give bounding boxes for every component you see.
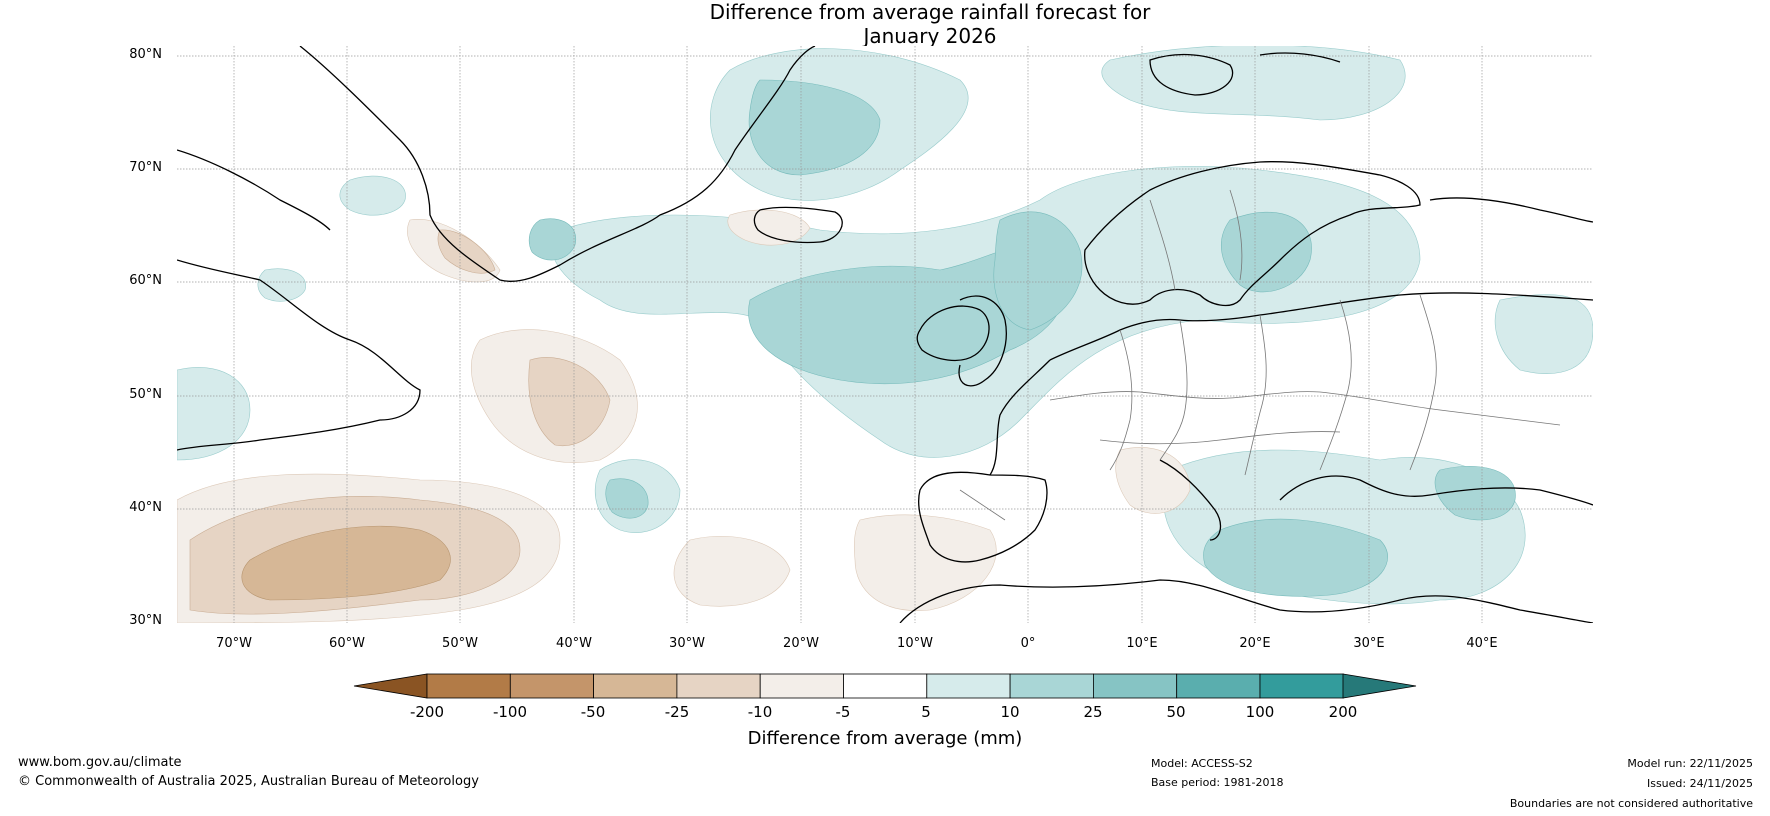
colorbar-box (593, 673, 678, 699)
colorbar-tick: -5 (835, 703, 851, 721)
colorbar-label: Difference from average (mm) (747, 728, 1023, 749)
colorbar-box (759, 673, 844, 699)
colorbar-box (509, 673, 594, 699)
colorbar-boxes (426, 673, 1344, 699)
colorbar-box (1259, 673, 1344, 699)
title-line-1: Difference from average rainfall forecas… (709, 0, 1151, 24)
lon-label-40e: 40°E (1466, 636, 1498, 651)
lon-label-30w: 30°W (669, 636, 705, 651)
colorbar-box (1009, 673, 1094, 699)
wet-anomaly-medium (528, 79, 1516, 597)
colorbar-box (926, 673, 1011, 699)
footer-base-period: Base period: 1981-2018 (1151, 776, 1284, 789)
lat-label-40n: 40°N (129, 500, 162, 515)
lon-label-0: 0° (1020, 636, 1036, 651)
lon-label-50w: 50°W (442, 636, 478, 651)
lat-label-30n: 30°N (129, 613, 162, 628)
colorbar-tick: 25 (1083, 703, 1103, 721)
colorbar-left-extension (353, 673, 428, 699)
colorbar-box (1176, 673, 1261, 699)
footer-model-run: Model run: 22/11/2025 (1627, 757, 1753, 770)
colorbar-box (843, 673, 928, 699)
lat-label-50n: 50°N (129, 387, 162, 402)
lon-label-60w: 60°W (329, 636, 365, 651)
colorbar-tick: 50 (1166, 703, 1186, 721)
lon-label-40w: 40°W (556, 636, 592, 651)
dry-anomaly-strong (241, 526, 451, 601)
colorbar-tick: -25 (664, 703, 690, 721)
colorbar-tick: 200 (1328, 703, 1358, 721)
footer-model: Model: ACCESS-S2 (1151, 757, 1253, 770)
lat-label-70n: 70°N (129, 160, 162, 175)
lon-label-20w: 20°W (783, 636, 819, 651)
map-area (177, 46, 1593, 623)
colorbar-box (426, 673, 511, 699)
colorbar-box (676, 673, 761, 699)
colorbar-tick: -10 (747, 703, 773, 721)
lon-label-70w: 70°W (216, 636, 252, 651)
country-borders (959, 189, 1561, 521)
footer-copyright: © Commonwealth of Australia 2025, Austra… (18, 774, 479, 789)
colorbar-tick: -50 (580, 703, 606, 721)
colorbar-box (1093, 673, 1178, 699)
colorbar-tick: 5 (921, 703, 931, 721)
lon-label-10w: 10°W (897, 636, 933, 651)
graticule (177, 46, 1593, 623)
colorbar-tick: -200 (409, 703, 445, 721)
colorbar-tick: 10 (1000, 703, 1020, 721)
footer-website[interactable]: www.bom.gov.au/climate (18, 755, 182, 770)
footer-disclaimer: Boundaries are not considered authoritat… (1509, 797, 1753, 810)
lon-label-30e: 30°E (1353, 636, 1385, 651)
colorbar (353, 673, 1417, 699)
lat-label-60n: 60°N (129, 273, 162, 288)
title-line-2: January 2026 (863, 24, 997, 48)
colorbar-right-extension (1342, 673, 1417, 699)
map-title: Difference from average rainfall forecas… (600, 0, 1260, 48)
lat-label-80n: 80°N (129, 47, 162, 62)
colorbar-tick: 100 (1245, 703, 1275, 721)
lon-label-20e: 20°E (1239, 636, 1271, 651)
footer-issued: Issued: 24/11/2025 (1646, 777, 1753, 790)
lon-label-10e: 10°E (1126, 636, 1158, 651)
colorbar-tick: -100 (492, 703, 528, 721)
